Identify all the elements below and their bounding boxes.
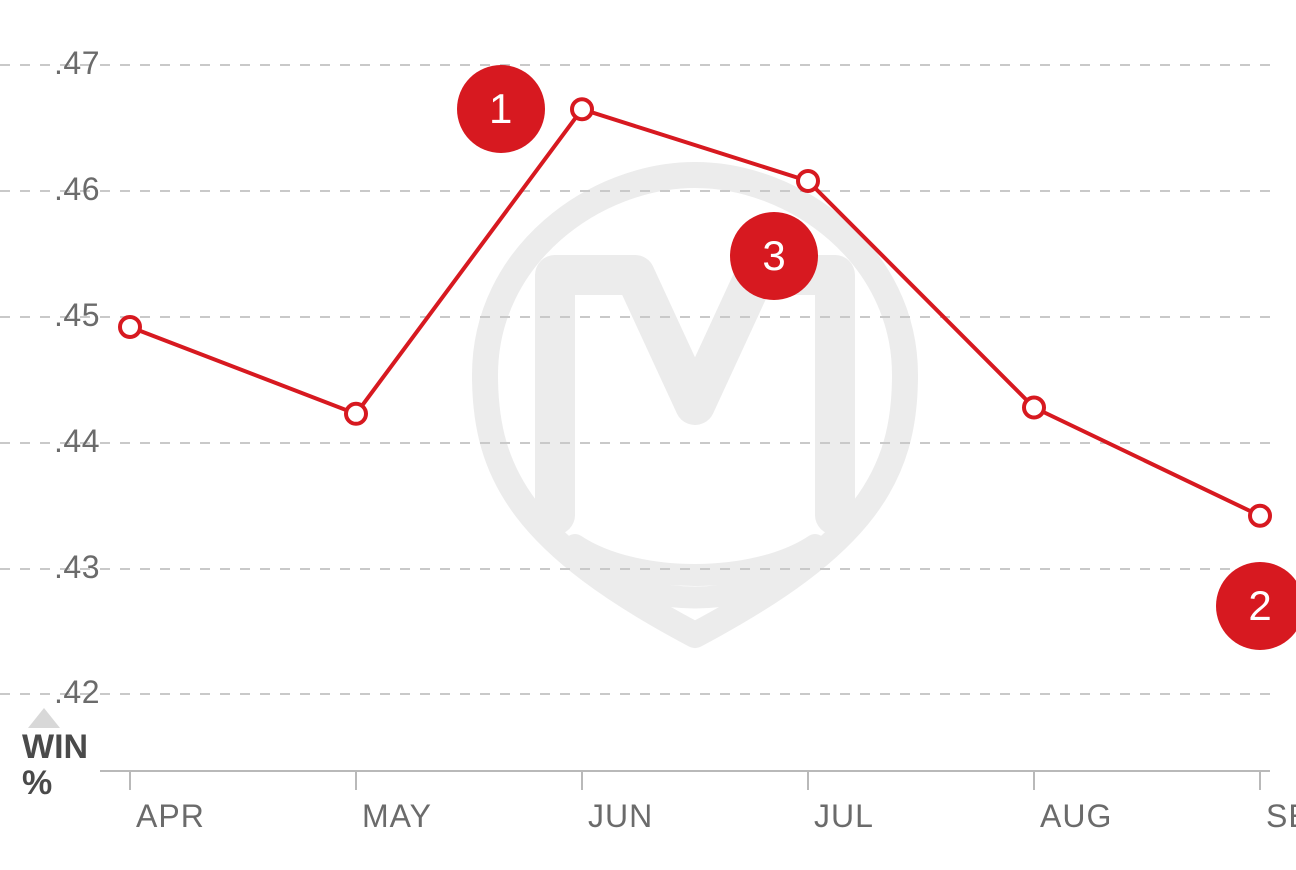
callout-label: 3 <box>762 232 785 280</box>
series-marker <box>346 404 366 424</box>
callout-badge: 1 <box>457 65 545 153</box>
callout-badge: 3 <box>730 212 818 300</box>
win-pct-line-chart: .42.43.44.45.46.47APRMAYJUNJULAUGSEP/OCT… <box>0 0 1296 870</box>
series-svg <box>0 0 1296 870</box>
callout-label: 1 <box>489 85 512 133</box>
series-marker <box>572 99 592 119</box>
series-marker <box>798 171 818 191</box>
series-marker <box>120 317 140 337</box>
series-line <box>130 109 1260 516</box>
series-marker <box>1250 506 1270 526</box>
series-marker <box>1024 398 1044 418</box>
callout-badge: 2 <box>1216 562 1296 650</box>
callout-label: 2 <box>1248 582 1271 630</box>
